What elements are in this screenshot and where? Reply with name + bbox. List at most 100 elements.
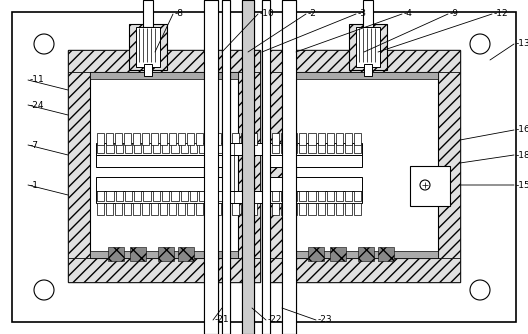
- Bar: [354, 191, 361, 201]
- Bar: [336, 143, 343, 153]
- Bar: [363, 0, 373, 27]
- Bar: [214, 133, 221, 145]
- Bar: [281, 133, 288, 145]
- Bar: [190, 143, 197, 153]
- Bar: [187, 203, 194, 215]
- Bar: [336, 191, 343, 201]
- Bar: [290, 251, 438, 258]
- Bar: [349, 24, 387, 70]
- Bar: [115, 203, 122, 215]
- Bar: [223, 203, 230, 215]
- Bar: [142, 203, 149, 215]
- Bar: [299, 203, 306, 215]
- Bar: [68, 72, 90, 258]
- Bar: [90, 251, 238, 258]
- Text: -18: -18: [516, 151, 528, 160]
- Bar: [196, 203, 203, 215]
- Bar: [151, 133, 158, 145]
- Bar: [158, 247, 174, 261]
- Bar: [242, 0, 254, 334]
- Bar: [90, 72, 238, 258]
- Bar: [205, 203, 212, 215]
- Bar: [178, 247, 194, 261]
- Text: -1: -1: [30, 180, 39, 189]
- Bar: [336, 133, 343, 145]
- Bar: [90, 72, 238, 258]
- Bar: [171, 143, 178, 153]
- Bar: [268, 72, 290, 258]
- Circle shape: [34, 34, 54, 54]
- Bar: [142, 133, 149, 145]
- Bar: [354, 143, 361, 153]
- Bar: [226, 143, 252, 155]
- Text: -24: -24: [30, 101, 44, 110]
- Bar: [268, 258, 460, 282]
- Text: -22: -22: [268, 316, 282, 325]
- Bar: [106, 203, 113, 215]
- Bar: [199, 143, 206, 153]
- Bar: [268, 50, 460, 72]
- Text: -13: -13: [516, 39, 528, 48]
- Bar: [106, 143, 114, 153]
- Bar: [187, 133, 194, 145]
- Text: -15: -15: [516, 180, 528, 189]
- Bar: [181, 191, 188, 201]
- Bar: [116, 143, 123, 153]
- Bar: [133, 203, 140, 215]
- Bar: [223, 133, 230, 145]
- Text: -16: -16: [516, 126, 528, 135]
- Bar: [97, 143, 105, 153]
- Bar: [125, 191, 132, 201]
- Bar: [124, 203, 131, 215]
- Bar: [281, 203, 288, 215]
- Bar: [222, 0, 230, 334]
- Bar: [232, 133, 239, 145]
- Bar: [263, 143, 270, 153]
- Bar: [153, 191, 160, 201]
- Bar: [272, 203, 279, 215]
- Bar: [290, 72, 438, 258]
- Bar: [345, 191, 352, 201]
- Bar: [308, 191, 316, 201]
- Bar: [169, 203, 176, 215]
- Bar: [290, 203, 297, 215]
- Bar: [181, 143, 188, 153]
- Text: -21: -21: [215, 316, 230, 325]
- Bar: [282, 0, 296, 334]
- Bar: [151, 203, 158, 215]
- Bar: [169, 133, 176, 145]
- Bar: [144, 191, 150, 201]
- Bar: [68, 50, 260, 282]
- Bar: [354, 203, 361, 215]
- Bar: [345, 133, 352, 145]
- Bar: [218, 191, 225, 201]
- Bar: [317, 143, 325, 153]
- Bar: [108, 247, 124, 261]
- Bar: [96, 191, 266, 203]
- Bar: [262, 0, 270, 334]
- Bar: [282, 0, 296, 334]
- Bar: [327, 133, 334, 145]
- Bar: [299, 143, 306, 153]
- Text: -7: -7: [30, 141, 39, 150]
- Bar: [250, 133, 257, 145]
- Bar: [336, 203, 343, 215]
- Bar: [97, 203, 104, 215]
- Bar: [125, 143, 132, 153]
- Bar: [345, 203, 352, 215]
- Bar: [204, 0, 218, 334]
- Bar: [96, 177, 226, 191]
- Bar: [299, 191, 306, 201]
- Bar: [136, 27, 160, 67]
- Bar: [317, 203, 325, 215]
- Bar: [222, 0, 230, 334]
- Bar: [153, 143, 160, 153]
- Text: -10: -10: [260, 9, 275, 18]
- Text: -11: -11: [30, 75, 45, 85]
- Bar: [238, 72, 260, 258]
- Bar: [178, 203, 185, 215]
- Bar: [378, 247, 394, 261]
- Bar: [90, 72, 238, 79]
- Bar: [171, 191, 178, 201]
- Bar: [178, 133, 185, 145]
